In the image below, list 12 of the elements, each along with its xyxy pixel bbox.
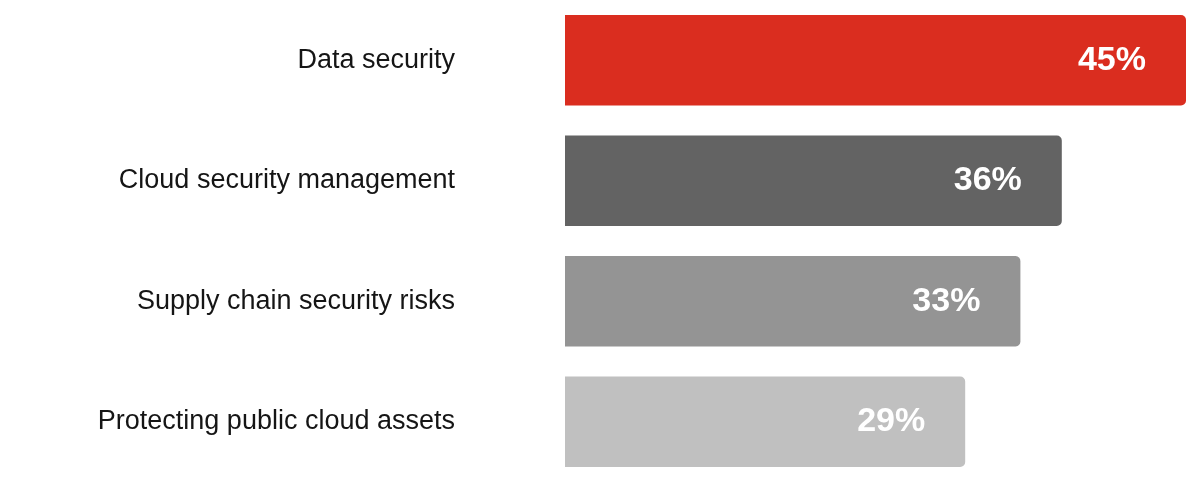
y-tick-label: Data security — [297, 43, 456, 74]
data-label: 45% — [1077, 38, 1146, 77]
data-label: 29% — [857, 400, 926, 439]
y-tick-label: Supply chain security risks — [136, 284, 455, 315]
data-label: 36% — [953, 159, 1022, 198]
y-tick-label: Cloud security management — [118, 164, 456, 195]
data-label: 33% — [912, 279, 981, 318]
bar — [565, 256, 1021, 347]
bar — [565, 15, 1186, 106]
y-tick-label: Protecting public cloud assets — [97, 405, 455, 436]
bar — [565, 376, 966, 467]
bar — [565, 135, 1062, 226]
